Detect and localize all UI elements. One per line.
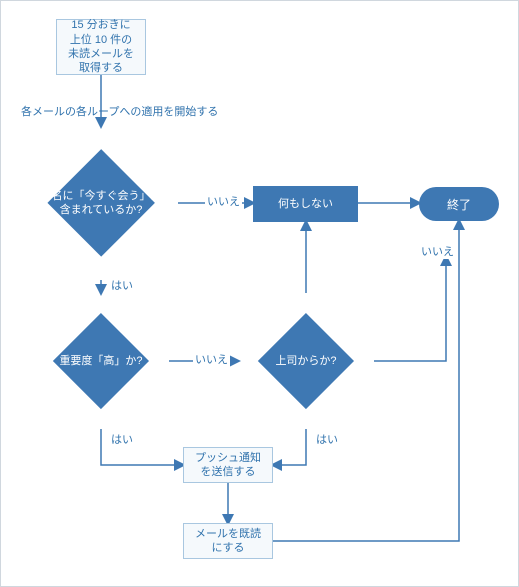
process-start: 15 分おきに上位 10 件の未読メールを取得する <box>56 19 146 75</box>
edge <box>273 429 306 465</box>
process-read: メールを既読にする <box>183 523 273 559</box>
edge-label-d1_no: いいえ <box>205 193 242 209</box>
decision-d1: 件名に「今すぐ会う」が含まれているか? <box>47 149 155 257</box>
decision-d3: 上司からか? <box>258 313 354 409</box>
process-push: プッシュ通知を送信する <box>183 447 273 483</box>
decision-d2: 重要度「高」か? <box>53 313 149 409</box>
decision-label: 上司からか? <box>248 313 363 409</box>
edge-label-d1_yes: はい <box>109 277 135 293</box>
edge-label-d3_no: いいえ <box>419 243 456 259</box>
decision-label: 件名に「今すぐ会う」が含まれているか? <box>36 149 166 257</box>
terminator-end: 終了 <box>419 187 499 221</box>
loop-caption: 各メールの各ループへの適用を開始する <box>21 103 218 119</box>
edge-label-d3_yes: はい <box>314 431 340 447</box>
edge <box>374 257 446 361</box>
flowchart-canvas: 15 分おきに上位 10 件の未読メールを取得する各メールの各ループへの適用を開… <box>0 0 519 587</box>
edge-label-d2_no: いいえ <box>193 351 230 367</box>
edge-label-d2_yes: はい <box>109 431 135 447</box>
edge-layer <box>1 1 519 587</box>
process-noop: 何もしない <box>253 186 358 222</box>
decision-label: 重要度「高」か? <box>43 313 158 409</box>
